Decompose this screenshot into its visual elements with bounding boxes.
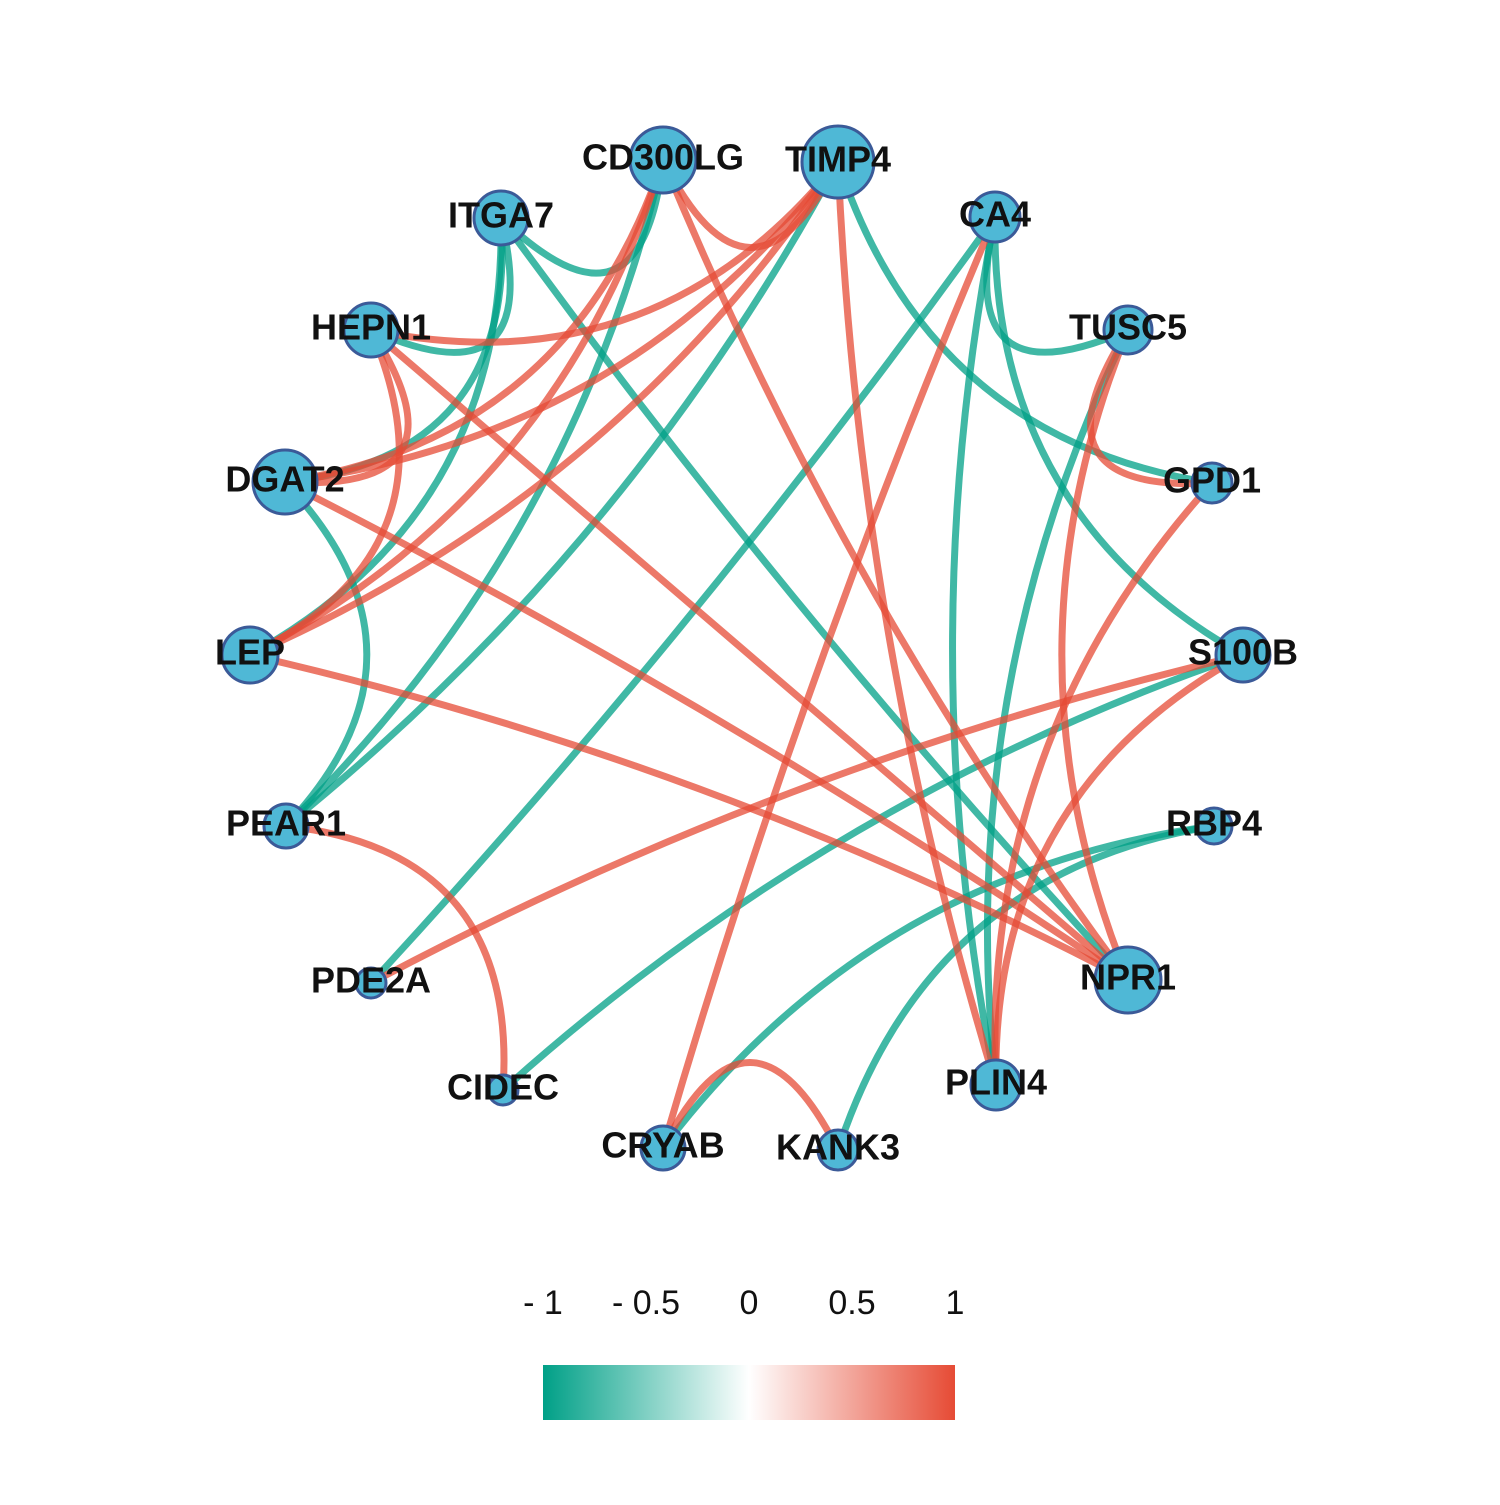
node bbox=[342, 301, 400, 359]
colorbar-tick-label: - 0.5 bbox=[612, 1284, 680, 1322]
edge bbox=[834, 160, 1213, 487]
colorbar-tick-label: 0 bbox=[740, 1284, 759, 1322]
node-label: CRYAB bbox=[601, 1125, 724, 1166]
edge bbox=[834, 822, 1215, 1152]
node-label: RBP4 bbox=[1166, 803, 1262, 844]
edge bbox=[659, 1059, 842, 1152]
legend: - 1 - 0.5 0 0.5 1 bbox=[523, 1284, 964, 1420]
node-label: ITGA7 bbox=[448, 195, 554, 236]
colorbar-tick-label: 0.5 bbox=[828, 1284, 875, 1322]
edge bbox=[983, 328, 1132, 1086]
node-label: PEAR1 bbox=[226, 803, 346, 844]
node-label: GPD1 bbox=[1163, 460, 1261, 501]
colorbar-tick-label: 1 bbox=[946, 1284, 965, 1322]
node bbox=[639, 1124, 687, 1172]
node-label: DGAT2 bbox=[225, 459, 344, 500]
node bbox=[816, 1128, 860, 1172]
node bbox=[1190, 461, 1234, 505]
edge bbox=[369, 651, 1244, 987]
edges bbox=[248, 158, 1245, 1152]
edge bbox=[368, 327, 1131, 983]
node-label: S100B bbox=[1188, 632, 1298, 673]
edge bbox=[834, 161, 1000, 1087]
node-label: NPR1 bbox=[1080, 957, 1176, 998]
node bbox=[1214, 626, 1272, 684]
node bbox=[486, 1073, 520, 1107]
node-label: PLIN4 bbox=[945, 1062, 1047, 1103]
node-label: TIMP4 bbox=[785, 139, 891, 180]
colorbar bbox=[543, 1365, 955, 1420]
edge bbox=[284, 159, 841, 486]
colorbar-tick-label: - 1 bbox=[523, 1284, 563, 1322]
node bbox=[1102, 304, 1154, 356]
edge bbox=[1087, 328, 1213, 488]
node bbox=[472, 189, 530, 247]
node bbox=[354, 966, 388, 1000]
node bbox=[220, 625, 280, 685]
node bbox=[1194, 806, 1234, 846]
node bbox=[968, 190, 1022, 244]
edge bbox=[659, 215, 999, 1149]
nodes: CD300LG TIMP4 ITGA7 CA4 HEPN1 TUSC5 DGAT2 GPD1 L… bbox=[215, 124, 1298, 1172]
node bbox=[800, 124, 876, 200]
edge bbox=[659, 158, 1131, 983]
node-label: TUSC5 bbox=[1069, 307, 1187, 348]
node bbox=[969, 1058, 1023, 1112]
edge bbox=[991, 480, 1215, 1086]
node-label: CIDEC bbox=[447, 1067, 559, 1108]
edge bbox=[248, 328, 403, 659]
edge bbox=[282, 479, 371, 829]
edge bbox=[500, 651, 1245, 1093]
node-label: HEPN1 bbox=[311, 307, 431, 348]
edge bbox=[660, 822, 1215, 1151]
edge bbox=[370, 159, 841, 346]
node-label: KANK3 bbox=[776, 1127, 900, 1168]
edge bbox=[283, 159, 667, 829]
edge bbox=[991, 216, 1245, 659]
node bbox=[1093, 945, 1163, 1015]
node bbox=[262, 802, 310, 850]
edge bbox=[1058, 328, 1132, 982]
node bbox=[628, 125, 698, 195]
edge bbox=[949, 216, 1000, 1086]
node bbox=[251, 448, 319, 516]
node-label: PDE2A bbox=[311, 960, 431, 1001]
node-label: CD300LG bbox=[582, 137, 744, 178]
node-label: LEP bbox=[215, 632, 285, 673]
node-label: CA4 bbox=[959, 194, 1031, 235]
edge bbox=[285, 822, 508, 1091]
edge bbox=[992, 651, 1245, 1086]
edge bbox=[248, 160, 841, 659]
